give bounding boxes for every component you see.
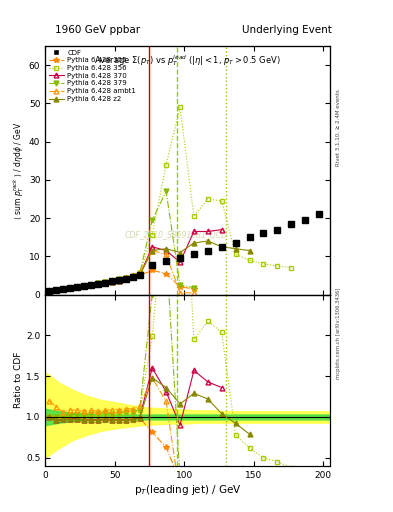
Text: 1960 GeV ppbar: 1960 GeV ppbar — [55, 25, 140, 35]
Y-axis label: $\langle$ sum $p_T^{rack}$ $\rangle$ / d$\eta$d$\phi$ / GeV: $\langle$ sum $p_T^{rack}$ $\rangle$ / d… — [11, 121, 26, 220]
X-axis label: p$_T$(leading jet) / GeV: p$_T$(leading jet) / GeV — [134, 482, 242, 497]
Y-axis label: Ratio to CDF: Ratio to CDF — [14, 352, 23, 409]
Text: Rivet 3.1.10, ≥ 2.4M events: Rivet 3.1.10, ≥ 2.4M events — [336, 90, 341, 166]
Text: Average $\Sigma(p_T)$ vs $p_T^{lead}$ ($|\eta| < 1$, $p_T > 0.5$ GeV): Average $\Sigma(p_T)$ vs $p_T^{lead}$ ($… — [94, 54, 281, 69]
Text: Underlying Event: Underlying Event — [242, 25, 332, 35]
Legend: CDF, Pythia 6.428 355, Pythia 6.428 356, Pythia 6.428 370, Pythia 6.428 379, Pyt: CDF, Pythia 6.428 355, Pythia 6.428 356,… — [47, 48, 138, 103]
Text: mcplots.cern.ch [arXiv:1306.3436]: mcplots.cern.ch [arXiv:1306.3436] — [336, 287, 341, 378]
Text: CDF_2010_S8591881_QCD: CDF_2010_S8591881_QCD — [125, 230, 228, 240]
